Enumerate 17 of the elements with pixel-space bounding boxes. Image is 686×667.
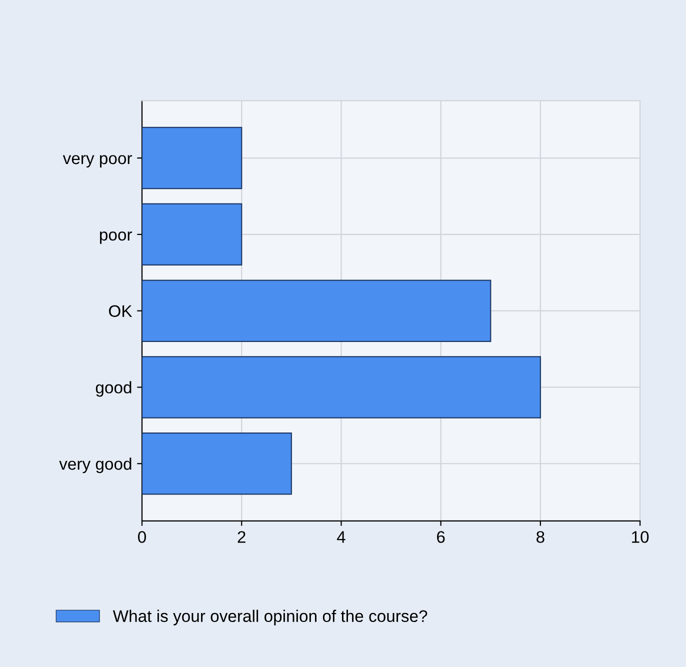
x-tick-label: 4 <box>336 531 346 543</box>
y-tick-label: poor <box>100 231 132 244</box>
legend-label: What is your overall opinion of the course? <box>112 610 428 626</box>
y-tick-label: very poor <box>62 155 132 168</box>
x-tick-label: 6 <box>437 531 445 543</box>
y-tick-label: good <box>96 381 132 397</box>
x-tick-label: 0 <box>138 531 146 543</box>
y-tick-label: very good <box>59 458 132 474</box>
bar <box>142 432 292 495</box>
bar <box>142 356 541 418</box>
x-tick-label: 2 <box>238 531 246 543</box>
x-tick-label: 10 <box>632 531 649 543</box>
bar <box>142 280 492 342</box>
bar <box>142 126 242 190</box>
x-tick-label: 8 <box>536 531 544 543</box>
y-tick-label: OK <box>108 305 132 318</box>
bar <box>142 203 242 266</box>
